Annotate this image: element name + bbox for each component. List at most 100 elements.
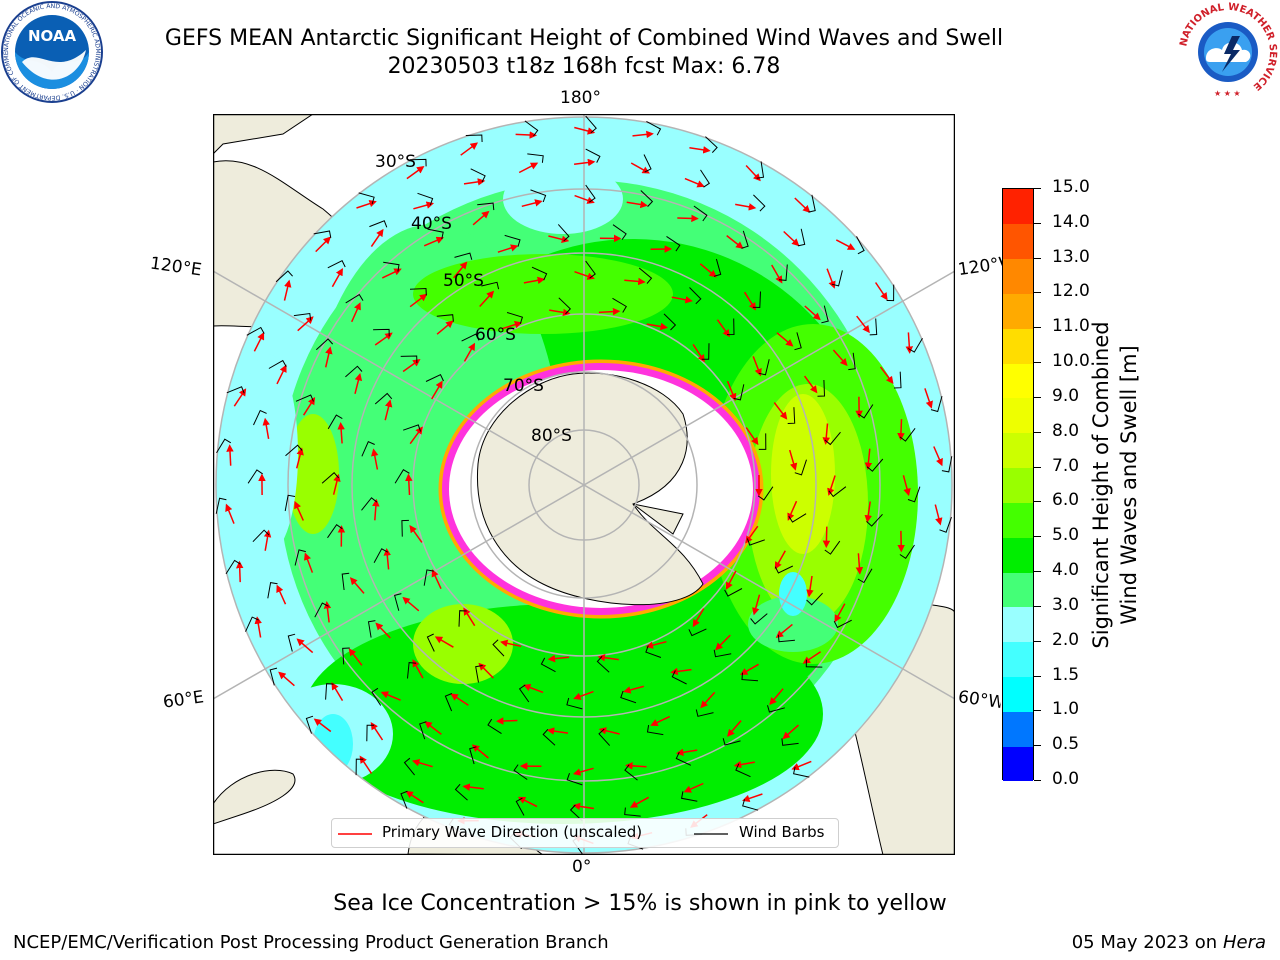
wind-barb bbox=[524, 120, 539, 137]
svg-text:★ ★ ★: ★ ★ ★ bbox=[1214, 89, 1241, 98]
wind-barb bbox=[305, 715, 314, 734]
wave-direction-arrow bbox=[716, 319, 730, 338]
wave-direction-arrow bbox=[598, 307, 621, 316]
wind-barb bbox=[858, 404, 874, 419]
wave-direction-arrow bbox=[897, 419, 905, 441]
wave-direction-arrow bbox=[573, 690, 594, 700]
wave-direction-arrow bbox=[523, 276, 546, 285]
wave-direction-arrow bbox=[727, 720, 742, 737]
wave-direction-arrow bbox=[409, 524, 423, 543]
wind-barb bbox=[695, 709, 714, 717]
wind-barb bbox=[585, 184, 596, 203]
wave-direction-arrow bbox=[331, 682, 344, 701]
wave-direction-arrow bbox=[278, 671, 295, 687]
wind-barb bbox=[663, 313, 677, 331]
colorbar-tick-label: 1.0 bbox=[1052, 699, 1080, 720]
footer-date: 05 May 2023 on Hera bbox=[1072, 932, 1266, 953]
wave-direction-arrow bbox=[774, 550, 786, 570]
wind-barb bbox=[569, 804, 583, 822]
wave-direction-arrow bbox=[500, 639, 522, 648]
colorbar-tick-mark bbox=[1034, 327, 1041, 329]
colorbar-tick-label: 1.5 bbox=[1052, 664, 1080, 685]
wave-direction-arrow bbox=[572, 802, 595, 811]
wave-direction-arrow bbox=[405, 473, 413, 496]
wind-barb bbox=[689, 287, 702, 305]
lat-label-70s: 70°S bbox=[503, 376, 544, 396]
wind-barb bbox=[216, 438, 232, 454]
wind-barb bbox=[285, 444, 303, 457]
wind-barb bbox=[713, 649, 732, 658]
wave-direction-arrow bbox=[315, 236, 331, 253]
graticule bbox=[213, 114, 955, 855]
wave-direction-arrow bbox=[933, 446, 943, 467]
colorbar-tick-mark bbox=[1034, 466, 1041, 468]
wind-barb bbox=[409, 158, 427, 167]
wind-barb bbox=[612, 224, 627, 240]
wind-barb bbox=[515, 797, 525, 816]
wave-direction-arrow bbox=[384, 399, 393, 421]
wind-barbs-legend-label: Wind Barbs bbox=[739, 823, 825, 841]
wind-barb bbox=[444, 693, 453, 712]
wind-barb bbox=[908, 338, 923, 353]
wind-barb bbox=[295, 394, 314, 402]
wind-barb bbox=[671, 670, 687, 685]
wave-direction-arrow bbox=[276, 584, 287, 605]
wind-barb bbox=[345, 365, 363, 378]
wind-barb bbox=[361, 441, 375, 457]
wind-barb bbox=[620, 690, 637, 704]
wind-barb bbox=[246, 326, 265, 336]
wind-barb bbox=[866, 458, 884, 472]
wind-barb bbox=[724, 588, 743, 597]
wave-direction-arrow bbox=[522, 683, 544, 694]
wave-direction-arrow bbox=[354, 372, 363, 394]
lon-label-60e: 60°E bbox=[161, 687, 206, 713]
wind-barb bbox=[374, 392, 393, 405]
wind-barb bbox=[275, 270, 293, 283]
wind-barb bbox=[403, 757, 415, 776]
wind-barb bbox=[666, 235, 681, 252]
wave-direction-arrow bbox=[752, 594, 761, 616]
colorbar-tick-label: 0.5 bbox=[1052, 734, 1080, 755]
colorbar-tick-mark bbox=[1034, 571, 1041, 573]
wind-barb bbox=[417, 192, 434, 206]
colorbar-tick-mark bbox=[1034, 396, 1041, 398]
wave-direction-arrow bbox=[547, 654, 570, 663]
wind-barb bbox=[487, 718, 502, 735]
wind-barb bbox=[454, 783, 468, 801]
wind-barb bbox=[831, 270, 843, 287]
wind-barb bbox=[681, 791, 698, 802]
wind-barb bbox=[939, 516, 952, 533]
wind-barb bbox=[315, 338, 334, 351]
lat-label-30s: 30°S bbox=[375, 152, 416, 172]
wave-direction-arrow bbox=[463, 607, 476, 627]
colorbar-tick-label: 12.0 bbox=[1052, 281, 1090, 302]
wind-barb bbox=[817, 379, 826, 397]
wind-barb bbox=[465, 134, 483, 143]
wave-direction-arrow bbox=[371, 448, 379, 470]
wave-direction-arrow bbox=[715, 634, 731, 651]
wave-direction-arrow bbox=[296, 638, 314, 654]
colorbar-tick-label: 2.0 bbox=[1052, 629, 1080, 650]
wind-barb bbox=[899, 428, 916, 442]
wave-direction-arrow bbox=[773, 402, 788, 420]
colorbar-tick-label: 5.0 bbox=[1052, 525, 1080, 546]
wind-barb bbox=[893, 371, 902, 389]
wind-barb bbox=[701, 343, 710, 360]
wave-direction-arrow bbox=[645, 640, 667, 649]
wave-direction-arrow bbox=[782, 724, 799, 740]
wave-direction-legend-swatch bbox=[338, 833, 372, 835]
wind-barb bbox=[741, 230, 749, 249]
wind-barb bbox=[215, 497, 227, 514]
wind-barb bbox=[781, 738, 799, 746]
wave-direction-arrow bbox=[626, 200, 648, 209]
wave-direction-arrow bbox=[650, 715, 671, 726]
wave-direction-arrow bbox=[700, 691, 716, 709]
wind-barb bbox=[407, 662, 417, 679]
wind-barb bbox=[383, 261, 400, 272]
wave-direction-arrow bbox=[740, 663, 759, 676]
wave-direction-arrow bbox=[402, 596, 420, 612]
colorbar-tick-mark bbox=[1034, 501, 1041, 503]
wind-barb bbox=[856, 236, 865, 255]
wave-direction-arrow bbox=[370, 722, 384, 741]
map-frame bbox=[213, 114, 955, 855]
